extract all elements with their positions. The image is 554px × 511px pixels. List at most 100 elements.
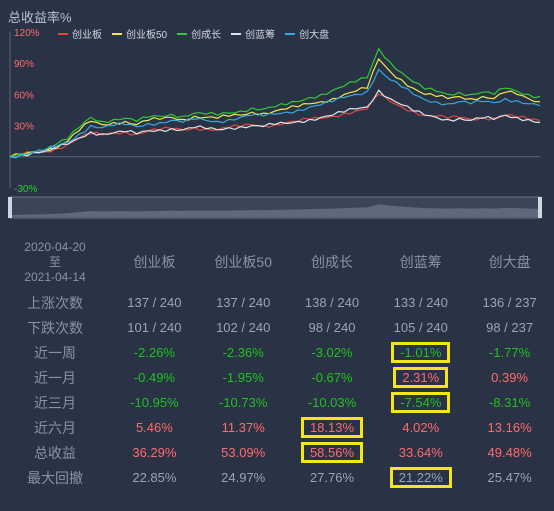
cell-value: 13.16% bbox=[487, 420, 532, 435]
cell-value: 27.76% bbox=[309, 470, 355, 485]
y-tick-label: 120% bbox=[14, 28, 40, 39]
cell-value: 24.97% bbox=[221, 470, 266, 485]
row-label: 近一周 bbox=[34, 344, 76, 361]
cell-value: 4.02% bbox=[402, 420, 440, 435]
table-cell: 98 / 237 bbox=[465, 315, 554, 340]
table-cell: -0.67% bbox=[288, 365, 377, 390]
cell-value: -3.02% bbox=[311, 345, 353, 360]
date-separator: 至 bbox=[48, 254, 61, 269]
cell-value: -10.73% bbox=[218, 395, 268, 410]
column-header: 创业板50 bbox=[214, 254, 272, 270]
zoom-slider[interactable] bbox=[8, 196, 542, 219]
table-cell: 2.31% bbox=[376, 365, 465, 390]
cell-value: -2.26% bbox=[133, 345, 175, 360]
cell-value: 136 / 237 bbox=[482, 295, 537, 310]
table-row: 上涨次数 137 / 240 137 / 240 138 / 240 133 / 240… bbox=[0, 290, 554, 315]
chart-title: 总收益率% bbox=[8, 10, 72, 25]
column-header: 创业板 bbox=[133, 254, 176, 270]
cell-value: 133 / 240 bbox=[393, 295, 448, 310]
cell-value: 0.39% bbox=[491, 370, 529, 385]
zoom-handle-right[interactable] bbox=[538, 197, 542, 218]
table-row: 近六月 5.46% 11.37% 18.13% 4.02% 13.16% bbox=[0, 415, 554, 440]
row-label: 上涨次数 bbox=[27, 294, 83, 311]
table-cell: -2.26% bbox=[110, 340, 199, 365]
table-cell: 137 / 240 bbox=[199, 290, 288, 315]
row-label: 最大回撤 bbox=[27, 469, 83, 486]
table-cell: 33.64% bbox=[376, 440, 465, 465]
legend-item[interactable]: 创业板50 bbox=[112, 26, 167, 41]
y-tick-label: -30% bbox=[14, 184, 37, 195]
cell-value: -0.49% bbox=[133, 370, 175, 385]
highlighted-value: 18.13% bbox=[300, 417, 364, 438]
table-cell: 21.22% bbox=[376, 465, 465, 490]
table-row: 总收益 36.29% 53.09% 58.56% 33.64% 49.48% bbox=[0, 440, 554, 465]
table-cell: 27.76% bbox=[288, 465, 377, 490]
table-cell: -7.54% bbox=[376, 390, 465, 415]
highlighted-value: 2.31% bbox=[393, 367, 449, 388]
table-cell: -1.77% bbox=[465, 340, 554, 365]
table-row: 最大回撤 22.85% 24.97% 27.76% 21.22% 25.47% bbox=[0, 465, 554, 490]
table-cell: 58.56% bbox=[288, 440, 377, 465]
table-cell: -10.73% bbox=[199, 390, 288, 415]
table-cell: -10.95% bbox=[110, 390, 199, 415]
legend-swatch bbox=[177, 32, 188, 35]
cell-value: 98 / 240 bbox=[308, 320, 356, 335]
legend-label: 创业板 bbox=[72, 30, 102, 41]
table-cell: 18.13% bbox=[288, 415, 377, 440]
cell-value: -1.95% bbox=[222, 370, 264, 385]
highlighted-value: 21.22% bbox=[389, 467, 452, 488]
legend-item[interactable]: 创成长 bbox=[177, 26, 221, 41]
table-cell: 13.16% bbox=[465, 415, 554, 440]
date-to: 2021-04-14 bbox=[24, 269, 86, 284]
cell-value: 49.48% bbox=[487, 445, 532, 460]
table-cell: 138 / 240 bbox=[288, 290, 377, 315]
table-cell: -2.36% bbox=[199, 340, 288, 365]
legend-swatch bbox=[231, 32, 242, 35]
y-tick-label: 60% bbox=[14, 90, 34, 101]
zoom-handle-left[interactable] bbox=[8, 197, 12, 218]
cell-value: 33.64% bbox=[398, 445, 443, 460]
legend-item[interactable]: 创大盘 bbox=[285, 26, 329, 41]
cell-value: 36.29% bbox=[132, 445, 177, 460]
column-header: 创成长 bbox=[310, 254, 353, 270]
table-row: 下跌次数 101 / 240 102 / 240 98 / 240 105 / 240 9… bbox=[0, 315, 554, 340]
cell-value: -2.36% bbox=[222, 345, 264, 360]
cell-value: -1.77% bbox=[488, 345, 531, 360]
table-cell: 136 / 237 bbox=[465, 290, 554, 315]
cell-value: -0.67% bbox=[311, 370, 353, 385]
table-row: 近一月 -0.49% -1.95% -0.67% 2.31% 0.39% bbox=[0, 365, 554, 390]
table-cell: -3.02% bbox=[288, 340, 377, 365]
series-line-5 bbox=[9, 68, 541, 159]
highlighted-value: 58.56% bbox=[300, 442, 364, 463]
table-cell: -0.49% bbox=[110, 365, 199, 390]
series-line-2 bbox=[9, 57, 541, 158]
legend-label: 创大盘 bbox=[299, 30, 330, 41]
table-cell: 49.48% bbox=[465, 440, 554, 465]
stats-table: 2020-04-20 至 2021-04-14 创业板 创业板50 创成长 创蓝… bbox=[0, 234, 554, 490]
table-cell: 0.39% bbox=[465, 365, 554, 390]
table-cell: 105 / 240 bbox=[376, 315, 465, 340]
date-from: 2020-04-20 bbox=[24, 239, 86, 254]
table-header-row: 2020-04-20 至 2021-04-14 创业板 创业板50 创成长 创蓝… bbox=[0, 234, 554, 290]
cell-value: -8.31% bbox=[488, 395, 531, 410]
legend-item[interactable]: 创蓝筹 bbox=[231, 26, 275, 41]
legend-item[interactable]: 创业板 bbox=[58, 26, 102, 41]
row-label: 总收益 bbox=[34, 444, 76, 461]
legend-swatch bbox=[285, 32, 296, 35]
series-line-3 bbox=[9, 47, 541, 158]
cell-value: 105 / 240 bbox=[393, 320, 448, 335]
cell-value: 101 / 240 bbox=[127, 320, 182, 335]
zoom-preview-area bbox=[10, 204, 540, 217]
table-cell: 53.09% bbox=[199, 440, 288, 465]
table-cell: 25.47% bbox=[465, 465, 554, 490]
cell-value: 22.85% bbox=[132, 470, 177, 485]
cell-value: 98 / 237 bbox=[486, 320, 534, 335]
series-line-4 bbox=[9, 89, 541, 159]
row-label: 近一月 bbox=[34, 369, 76, 386]
cell-value: 25.47% bbox=[487, 470, 532, 485]
legend-swatch bbox=[58, 32, 68, 35]
table-cell: -8.31% bbox=[465, 390, 554, 415]
series-line-1 bbox=[9, 93, 541, 158]
legend-label: 创业板50 bbox=[126, 30, 168, 41]
row-label: 近三月 bbox=[34, 394, 76, 411]
